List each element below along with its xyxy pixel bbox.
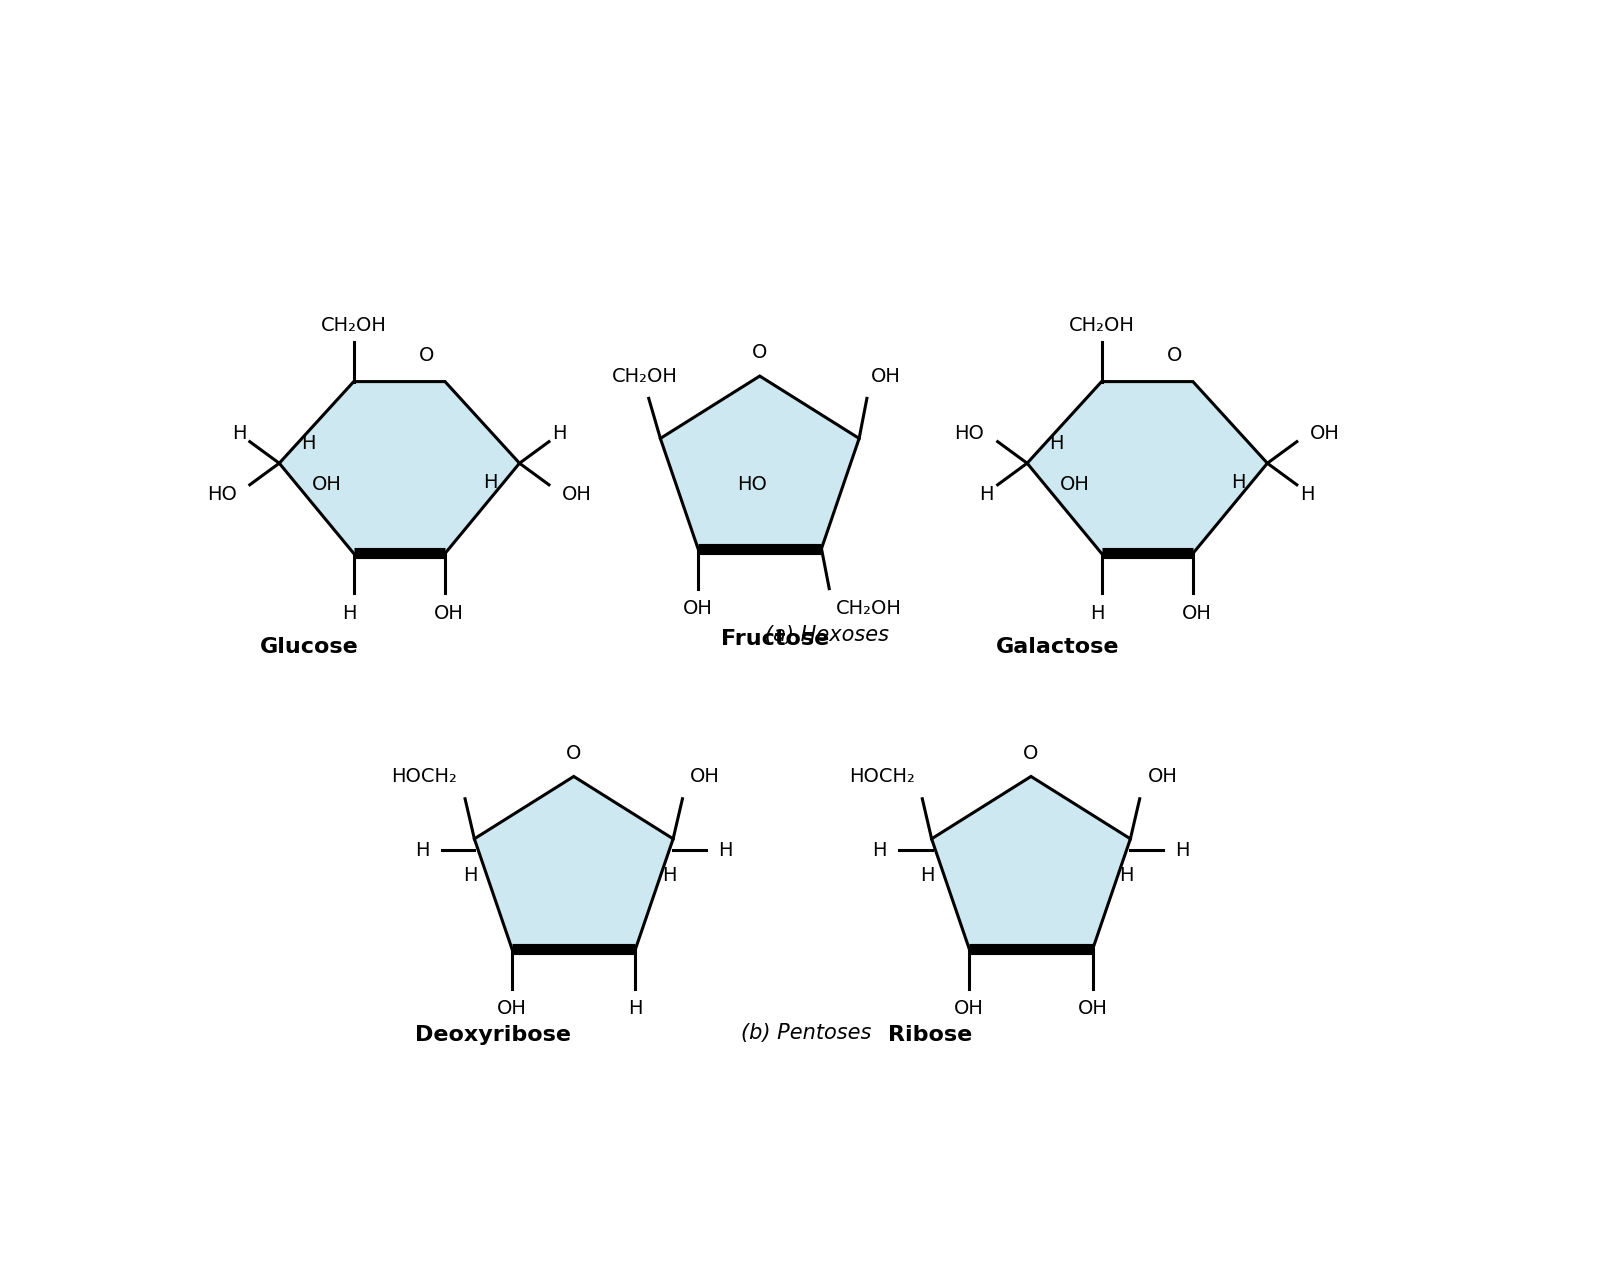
Text: OH: OH	[691, 768, 720, 786]
Text: H: H	[1049, 435, 1064, 454]
Text: (b) Pentoses: (b) Pentoses	[741, 1024, 872, 1043]
Text: OH: OH	[1181, 603, 1212, 622]
Polygon shape	[475, 777, 673, 950]
Text: OH: OH	[312, 475, 342, 495]
Text: H: H	[718, 841, 733, 860]
Text: OH: OH	[434, 603, 463, 622]
Text: H: H	[1119, 866, 1133, 886]
Text: HOCH₂: HOCH₂	[392, 768, 457, 786]
Text: H: H	[628, 999, 642, 1019]
Text: OH: OH	[683, 598, 713, 617]
Polygon shape	[931, 777, 1130, 950]
Text: Glucose: Glucose	[260, 636, 358, 657]
Text: OH: OH	[1311, 424, 1340, 443]
Polygon shape	[279, 382, 520, 553]
Text: CH₂OH: CH₂OH	[612, 367, 678, 386]
Text: H: H	[302, 435, 316, 454]
Text: H: H	[872, 841, 886, 860]
Text: OH: OH	[1060, 475, 1089, 495]
Text: H: H	[980, 484, 994, 504]
Text: Galactose: Galactose	[996, 636, 1120, 657]
Text: H: H	[920, 866, 935, 886]
Text: O: O	[752, 344, 767, 362]
Polygon shape	[660, 376, 859, 548]
Text: H: H	[232, 424, 247, 443]
Text: OH: OH	[1148, 768, 1177, 786]
Text: CH₂OH: CH₂OH	[836, 598, 901, 617]
Text: CH₂OH: CH₂OH	[1068, 317, 1135, 335]
Text: OH: OH	[872, 367, 901, 386]
Text: O: O	[1023, 744, 1039, 763]
Text: H: H	[415, 841, 429, 860]
Text: Fructose: Fructose	[721, 629, 830, 649]
Text: Deoxyribose: Deoxyribose	[415, 1025, 571, 1045]
Polygon shape	[1027, 382, 1267, 553]
Text: CH₂OH: CH₂OH	[321, 317, 387, 335]
Text: H: H	[1301, 484, 1315, 504]
Text: OH: OH	[562, 484, 592, 504]
Text: Ribose: Ribose	[888, 1025, 972, 1045]
Text: OH: OH	[497, 999, 526, 1019]
Text: HO: HO	[207, 484, 237, 504]
Text: HOCH₂: HOCH₂	[849, 768, 915, 786]
Text: OH: OH	[1078, 999, 1107, 1019]
Text: O: O	[1167, 345, 1181, 364]
Text: H: H	[483, 473, 497, 492]
Text: O: O	[567, 744, 581, 763]
Text: OH: OH	[954, 999, 985, 1019]
Text: HO: HO	[954, 424, 985, 443]
Text: H: H	[1175, 841, 1190, 860]
Text: H: H	[342, 603, 357, 622]
Text: H: H	[662, 866, 676, 886]
Text: H: H	[1091, 603, 1106, 622]
Text: H: H	[463, 866, 478, 886]
Text: O: O	[418, 345, 434, 364]
Text: (a) Hexoses: (a) Hexoses	[765, 625, 889, 645]
Text: H: H	[552, 424, 567, 443]
Text: HO: HO	[738, 475, 767, 495]
Text: H: H	[1230, 473, 1244, 492]
